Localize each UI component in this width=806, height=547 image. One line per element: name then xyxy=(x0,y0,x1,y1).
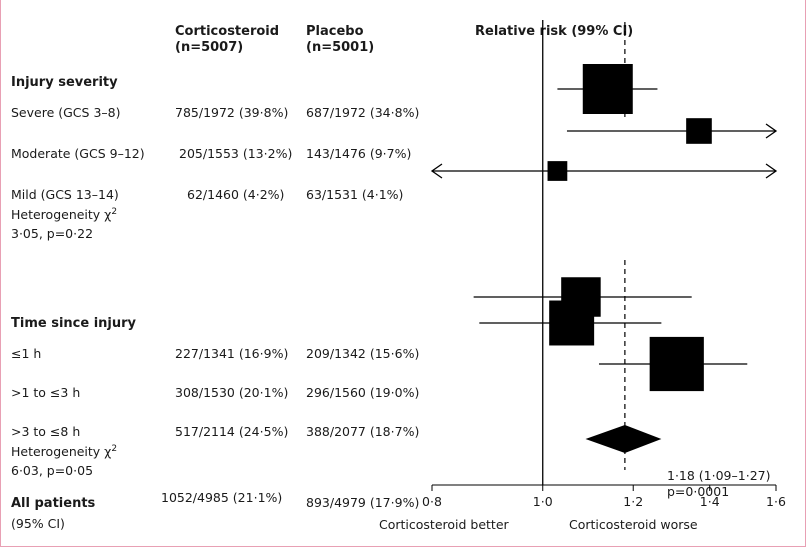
heterogeneity-time-label: Heterogeneity χ2 xyxy=(11,444,117,459)
point-estimate-moderate xyxy=(686,118,712,144)
x-tick-label-0: 0·8 xyxy=(422,494,442,509)
row-label-t3: >3 to ≤8 h xyxy=(11,424,80,439)
point-estimate-mild xyxy=(547,161,568,181)
row-placebo-t2: 296/1560 (19·0%) xyxy=(306,385,419,400)
x-tick-label-3: 1·4 xyxy=(700,494,720,509)
point-estimate-severe xyxy=(582,64,633,114)
x-tick-label-1: 1·0 xyxy=(533,494,553,509)
x-tick-label-4: 1·6 xyxy=(766,494,786,509)
arrow-right-mild xyxy=(765,163,778,179)
chart-marks xyxy=(430,20,778,485)
row-label-all: All patients xyxy=(11,496,96,511)
row-label-t1: ≤1 h xyxy=(11,346,41,361)
heterogeneity-time-stat: 6·03, p=0·05 xyxy=(11,463,93,478)
row-cortico-t1: 227/1341 (16·9%) xyxy=(175,346,288,361)
row-label-moderate: Moderate (GCS 9–12) xyxy=(11,146,145,161)
row-cortico-severe: 785/1972 (39·8%) xyxy=(175,105,288,120)
row-placebo-moderate: 143/1476 (9·7%) xyxy=(306,146,411,161)
row-placebo-mild: 63/1531 (4·1%) xyxy=(306,187,403,202)
header-placebo: Placebo xyxy=(306,24,364,39)
arrow-right-moderate xyxy=(765,123,778,139)
row-cortico-t3: 517/2114 (24·5%) xyxy=(175,424,288,439)
row-cortico-mild: 62/1460 (4·2%) xyxy=(187,187,284,202)
heterogeneity-severity-stat: 3·05, p=0·22 xyxy=(11,226,93,241)
row-placebo-t1: 209/1342 (15·6%) xyxy=(306,346,419,361)
row-placebo-severe: 687/1972 (34·8%) xyxy=(306,105,419,120)
axis-label-worse: Corticosteroid worse xyxy=(569,517,698,532)
row-label-mild: Mild (GCS 13–14) xyxy=(11,187,119,202)
row-placebo-all: 893/4979 (17·9%) xyxy=(306,495,419,510)
axis-label-better: Corticosteroid better xyxy=(379,517,510,532)
x-axis: 0·8 1·0 1·2 1·4 1·6 xyxy=(422,484,786,509)
x-tick-label-2: 1·2 xyxy=(623,494,643,509)
row-cortico-moderate: 205/1553 (13·2%) xyxy=(179,146,292,161)
row-label-t2: >1 to ≤3 h xyxy=(11,385,80,400)
point-estimate-t2 xyxy=(549,300,595,346)
row-label-severe: Severe (GCS 3–8) xyxy=(11,105,120,120)
row-placebo-t3: 388/2077 (18·7%) xyxy=(306,424,419,439)
header-corticosteroid-n: (n=5007) xyxy=(175,40,243,55)
arrow-left-mild xyxy=(430,163,443,179)
point-estimate-t3 xyxy=(649,336,704,392)
all-ci-label: (95% CI) xyxy=(11,516,65,531)
header-relative-risk: Relative risk (99% CI) xyxy=(475,24,633,39)
summary-estimate: 1·18 (1·09–1·27) xyxy=(667,468,770,483)
section-injury-severity: Injury severity xyxy=(11,75,118,90)
row-cortico-t2: 308/1530 (20·1%) xyxy=(175,385,288,400)
header-placebo-n: (n=5001) xyxy=(306,40,374,55)
summary-diamond xyxy=(585,425,662,453)
summary-p-value: p=0·0001 xyxy=(667,484,729,499)
heterogeneity-severity-label: Heterogeneity χ2 xyxy=(11,207,117,222)
header-corticosteroid: Corticosteroid xyxy=(175,24,279,39)
section-time-since-injury: Time since injury xyxy=(11,316,137,331)
row-cortico-all: 1052/4985 (21·1%) xyxy=(161,490,282,505)
